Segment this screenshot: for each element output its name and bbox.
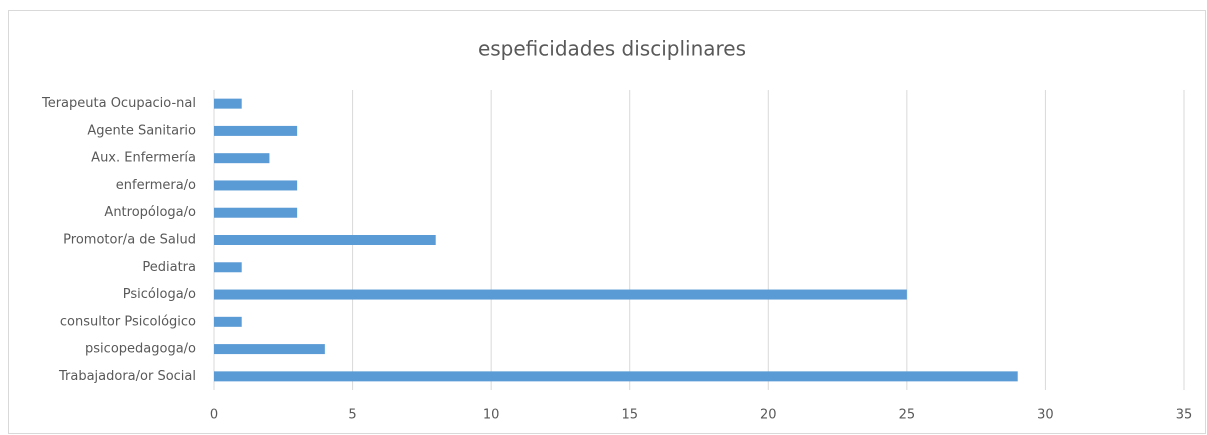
y-tick-label: Antropóloga/o (104, 205, 196, 220)
bar (214, 153, 270, 164)
y-tick-label: Promotor/a de Salud (63, 233, 196, 248)
y-tick-label: psicopedagoga/o (85, 342, 196, 357)
bar (214, 316, 242, 327)
bar (214, 98, 242, 109)
x-tick-label: 35 (1176, 408, 1193, 423)
x-tick-label: 30 (1037, 408, 1054, 423)
bar (214, 180, 298, 191)
y-tick-label: consultor Psicológico (60, 314, 196, 329)
y-tick-label: Trabajadora/or Social (58, 369, 196, 384)
bar (214, 371, 1018, 382)
y-tick-label: Agente Sanitario (87, 123, 196, 138)
x-tick-label: 20 (760, 408, 777, 423)
x-tick-label: 0 (210, 408, 218, 423)
chart-title: espeficidades disciplinares (478, 37, 746, 61)
y-tick-label: enfermera/o (116, 178, 196, 193)
bar (214, 289, 907, 300)
y-tick-label: Aux. Enfermería (91, 151, 196, 166)
bar (214, 125, 298, 136)
y-tick-label: Pediatra (142, 260, 196, 275)
x-tick-label: 5 (348, 408, 356, 423)
bar (214, 207, 298, 218)
x-tick-label: 15 (621, 408, 638, 423)
bar (214, 262, 242, 273)
y-tick-label: Terapeuta Ocupacio-nal (41, 96, 196, 111)
bar (214, 235, 436, 245)
x-tick-label: 25 (899, 408, 916, 423)
bar (214, 344, 325, 355)
chart-frame (8, 10, 1206, 434)
y-tick-label: Psicóloga/o (123, 287, 196, 302)
x-tick-label: 10 (483, 408, 500, 423)
